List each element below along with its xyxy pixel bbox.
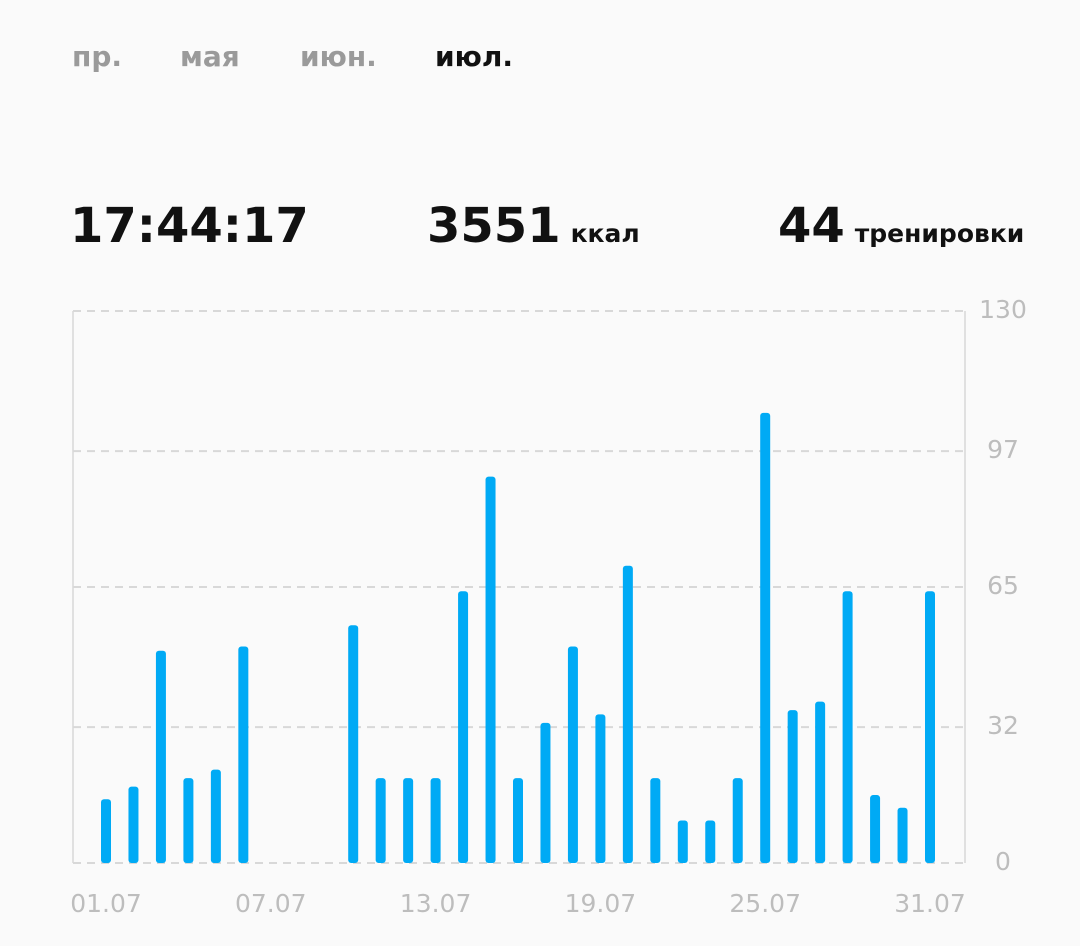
- bar: [787, 710, 798, 863]
- bar: [540, 722, 551, 863]
- duration: 17:44:17: [70, 198, 309, 254]
- workouts-stat: 44 тренировки: [778, 198, 1024, 254]
- month-tab[interactable]: пр.: [72, 40, 123, 73]
- x-tick-label: 13.07: [400, 889, 472, 918]
- x-tick-label: 25.07: [729, 889, 801, 918]
- bar: [155, 650, 166, 863]
- bar: [760, 412, 771, 863]
- bar: [815, 701, 826, 863]
- bar: [430, 778, 441, 863]
- bar: [375, 778, 386, 863]
- bar: [595, 714, 606, 863]
- x-tick-label: 19.07: [565, 889, 637, 918]
- bar: [842, 591, 853, 863]
- bar: [650, 778, 661, 863]
- bar: [732, 778, 743, 863]
- y-tick-label: 97: [987, 435, 1019, 464]
- bar: [567, 646, 578, 863]
- bar: [238, 646, 249, 863]
- bar: [485, 476, 496, 863]
- x-tick-label: 01.07: [70, 889, 142, 918]
- bar: [128, 786, 139, 863]
- month-tab[interactable]: июл.: [435, 40, 513, 73]
- bar: [925, 591, 935, 863]
- x-tick-label: 31.07: [894, 889, 966, 918]
- y-tick-label: 32: [987, 711, 1019, 740]
- bar: [870, 795, 881, 863]
- y-tick-label: 0: [995, 847, 1011, 876]
- bar: [513, 778, 523, 863]
- bar: [210, 769, 221, 863]
- workouts-unit: тренировки: [854, 219, 1025, 248]
- y-tick-label: 130: [979, 295, 1027, 324]
- calories-stat: 3551 ккал: [427, 198, 640, 254]
- bar: [622, 565, 633, 863]
- bar: [897, 807, 908, 863]
- duration-stat: 17:44:17: [70, 198, 309, 254]
- bar: [403, 778, 414, 863]
- month-tab[interactable]: мая: [180, 40, 240, 73]
- x-tick-label: 07.07: [235, 889, 307, 918]
- bar: [458, 591, 469, 863]
- y-tick-label: 65: [987, 571, 1019, 600]
- bar: [705, 820, 716, 863]
- workouts: 44: [778, 198, 845, 254]
- month-tab[interactable]: июн.: [300, 40, 377, 73]
- calories-unit: ккал: [570, 219, 640, 248]
- bar: [101, 799, 111, 863]
- bar: [183, 778, 194, 863]
- calories: 3551: [427, 198, 561, 254]
- bar: [677, 820, 688, 863]
- bar: [348, 625, 359, 863]
